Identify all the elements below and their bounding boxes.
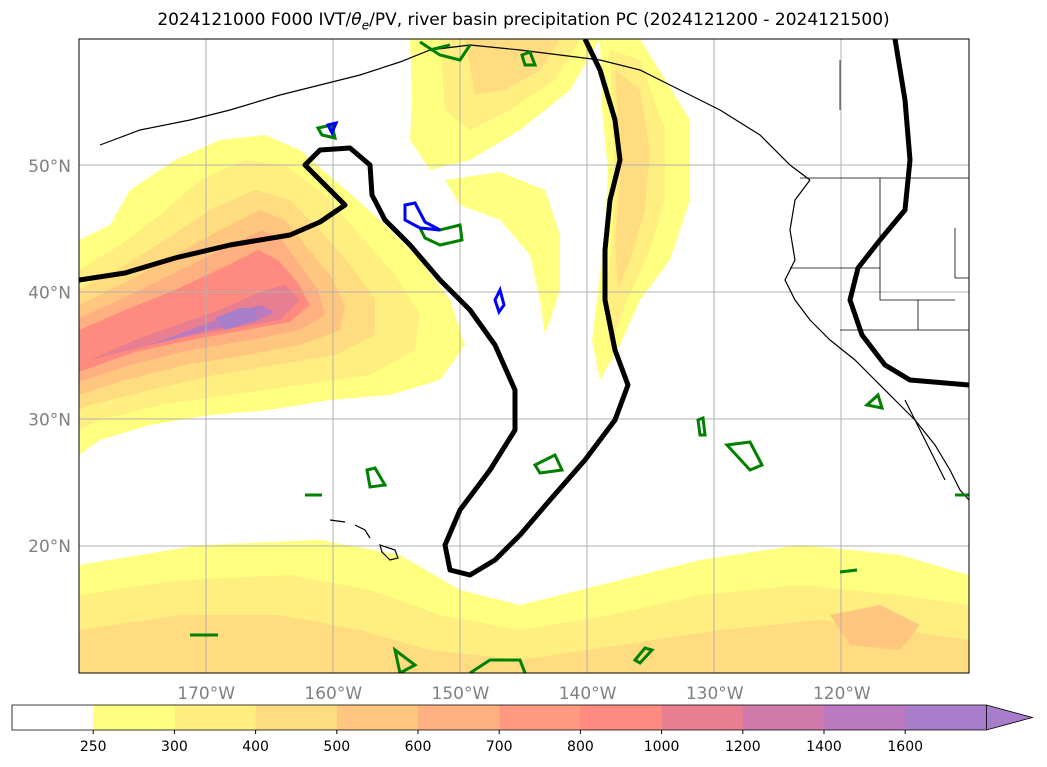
colorbar-swatch: [824, 705, 906, 730]
ar-plume-1600: [215, 308, 258, 330]
lat-labels: 50°N 40°N 30°N 20°N: [28, 157, 71, 557]
title-run: 2024121000: [157, 10, 266, 30]
theta-e-contours: [190, 40, 969, 673]
colorbar-label: 600: [405, 739, 432, 755]
theta-e-dash-3: [839, 568, 858, 574]
lon-labels: 170°W 160°W 150°W 140°W 130°W 120°W: [177, 684, 871, 700]
title-period: (2024121200 - 2024121500): [643, 10, 890, 30]
colorbar-swatch: [174, 705, 257, 730]
colorbar-frame: [11, 704, 987, 731]
central-patch: [445, 172, 560, 335]
colorbar-label: 250: [80, 739, 107, 755]
pv-contour-2: [493, 285, 506, 316]
hawaii-islands: [329, 519, 399, 561]
colorbar-labels: 250 300 400 500 600 700 800 1000 1200 1400 1600: [80, 730, 923, 755]
theta-e-south-3: [632, 646, 655, 665]
colorbar-swatch: [580, 705, 663, 730]
gridlines: [79, 39, 969, 673]
colorbar-label: 700: [486, 739, 513, 755]
southern-band-500: [830, 605, 920, 650]
colorbar-swatch: [418, 705, 500, 730]
colorbar-swatch: [905, 705, 987, 730]
ivt-contour-lines: [79, 39, 969, 578]
coastal-plume-400: [615, 70, 650, 290]
colorbar-swatch: [93, 705, 175, 730]
us-state-lines: [790, 60, 969, 331]
pv-contour-1: [403, 201, 441, 232]
colorbar-swatch: [742, 705, 825, 730]
colorbar-label: 500: [323, 739, 350, 755]
lon-label: 140°W: [559, 684, 617, 700]
map-panel: 50°N 40°N 30°N 20°N 170°W 160°W 150°W 140°W 130…: [28, 38, 970, 700]
title-theta: θ: [351, 10, 362, 30]
theta-e-south-2: [469, 658, 527, 673]
colorbar-swatch: [661, 705, 744, 730]
colorbar-label: 1600: [887, 739, 923, 755]
lat-label: 50°N: [28, 157, 71, 177]
lat-label: 30°N: [28, 410, 71, 430]
theta-e-rect-2: [532, 452, 565, 475]
colorbar-boxes: [11, 704, 1034, 731]
ivt-contour-east: [847, 39, 969, 388]
theta-e-south-1: [392, 646, 418, 673]
colorbar-swatch: [255, 705, 338, 730]
title-forecast-hour: F000: [270, 10, 314, 30]
title-fields-prefix: IVT/: [318, 10, 352, 30]
lon-label: 170°W: [177, 684, 235, 700]
baja-coast: [904, 399, 946, 481]
theta-e-small-1: [520, 50, 538, 67]
theta-e-rect-4: [696, 415, 707, 437]
colorbar-label: 400: [242, 739, 269, 755]
ar-plume-1200: [90, 285, 300, 360]
theta-e-north: [419, 40, 472, 62]
lon-label: 150°W: [432, 684, 490, 700]
colorbar-swatch: [499, 705, 581, 730]
lon-label: 130°W: [686, 684, 744, 700]
title-theta-sub: e: [361, 18, 370, 33]
pv-contours: [325, 120, 506, 316]
chart-title: 2024121000 F000 IVT/θe/PV, river basin p…: [0, 10, 1047, 32]
colorbar-extend-arrow: [986, 704, 1034, 731]
colorbar-swatch: [336, 705, 419, 730]
map-frame: [78, 38, 970, 674]
colorbar-label: 300: [161, 739, 188, 755]
colorbar-label: 1200: [725, 739, 761, 755]
lat-label: 20°N: [28, 537, 71, 557]
southern-band-400: [79, 615, 969, 673]
ivt-contour-ar: [79, 39, 631, 578]
lon-label: 160°W: [304, 684, 362, 700]
title-fields-suffix: /PV, river basin precipitation PC: [369, 10, 638, 30]
theta-e-rect-5: [863, 392, 885, 410]
lat-label: 40°N: [28, 284, 71, 304]
colorbar-label: 1400: [806, 739, 842, 755]
alaska-band-400: [465, 39, 560, 95]
colorbar-label: 1000: [644, 739, 680, 755]
colorbar-label: 800: [567, 739, 594, 755]
colorbar-swatch: [12, 705, 94, 730]
theta-e-rect-1: [365, 466, 388, 489]
lon-label: 120°W: [813, 684, 871, 700]
pv-contour-3: [325, 120, 339, 137]
theta-e-rect-3: [723, 440, 765, 472]
ivt-filled-contours: [79, 39, 969, 673]
north-america-coast: [784, 179, 969, 501]
